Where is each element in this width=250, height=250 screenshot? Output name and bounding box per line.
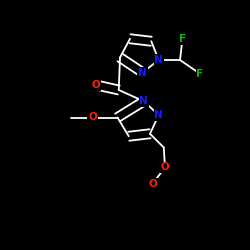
Text: N: N [140,96,148,106]
Text: O: O [88,112,97,122]
Text: N: N [154,55,163,65]
Text: F: F [179,34,186,44]
Text: O: O [92,80,100,90]
Text: O: O [148,179,157,189]
Text: N: N [154,110,163,120]
Text: F: F [196,69,203,79]
Text: O: O [160,162,170,172]
Text: N: N [138,68,147,78]
